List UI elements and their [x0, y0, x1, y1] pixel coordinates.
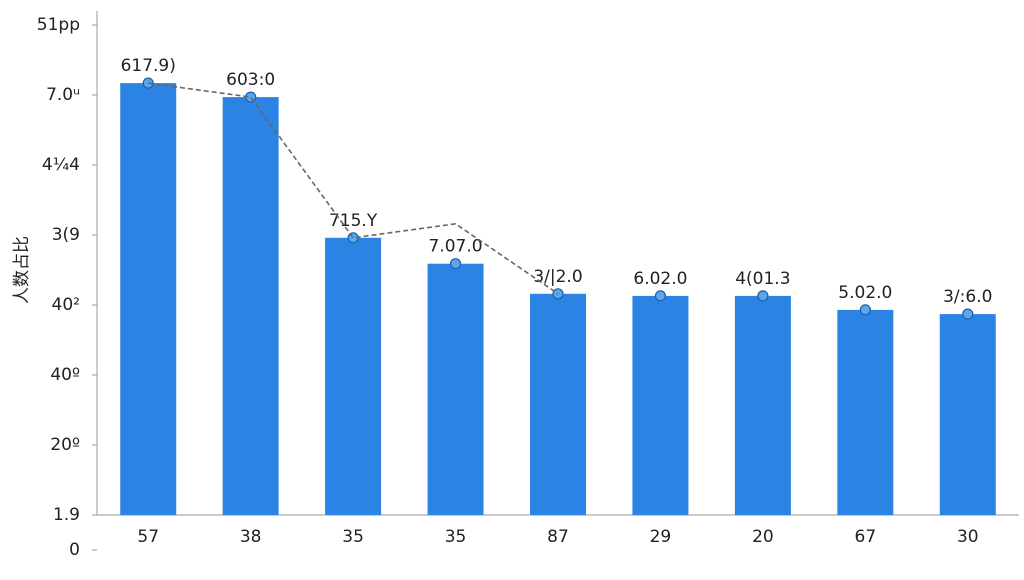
y-tick-label: 40º	[50, 365, 80, 385]
y-tick-label: 4¼4	[42, 155, 80, 175]
bar	[632, 295, 689, 515]
value-label: 3/|2.0	[533, 267, 582, 287]
bar-marker	[859, 304, 871, 316]
y-tick-label: 20º	[50, 435, 80, 455]
bar	[325, 237, 382, 516]
bar-marker	[654, 290, 667, 302]
bar-marker	[962, 308, 974, 320]
bar	[530, 293, 586, 515]
value-label: 715.Y	[329, 211, 378, 231]
bar-marker	[449, 258, 462, 270]
value-label: 603:0	[226, 70, 275, 90]
trend-line	[148, 82, 559, 295]
x-tick-label: 57	[137, 527, 159, 547]
bar-marker	[757, 290, 769, 302]
x-tick-label: 35	[342, 527, 364, 547]
y-axis-label: 人数占比	[12, 236, 32, 304]
y-tick-label: 1.9	[53, 505, 80, 525]
bar	[734, 295, 791, 515]
bar	[837, 309, 894, 515]
x-tick-label: 35	[445, 527, 467, 547]
x-tick-label: 38	[240, 527, 262, 547]
value-label: 7.07.0	[429, 237, 483, 257]
x-tick-label: 87	[547, 527, 569, 547]
bar	[120, 83, 177, 515]
y-tick-label: 3(9	[52, 225, 80, 245]
y-tick-label: 0	[69, 540, 80, 560]
y-tick-label: 7.0ᵘ	[46, 85, 80, 105]
value-label: 617.9)	[121, 56, 176, 76]
value-label: 5.02.0	[838, 283, 892, 303]
bar	[427, 263, 484, 515]
value-label: 3/:6.0	[943, 287, 992, 307]
x-tick-label: 29	[650, 527, 672, 547]
x-tick-label: 67	[855, 527, 877, 547]
x-tick-label: 20	[752, 527, 774, 547]
bar	[939, 314, 996, 515]
y-tick-label: 51pp	[37, 15, 80, 35]
bar	[222, 97, 279, 515]
x-tick-label: 30	[957, 527, 979, 547]
value-label: 4(01.3	[735, 269, 790, 289]
y-tick-label: 40²	[52, 295, 80, 315]
value-label: 6.02.0	[633, 269, 687, 289]
